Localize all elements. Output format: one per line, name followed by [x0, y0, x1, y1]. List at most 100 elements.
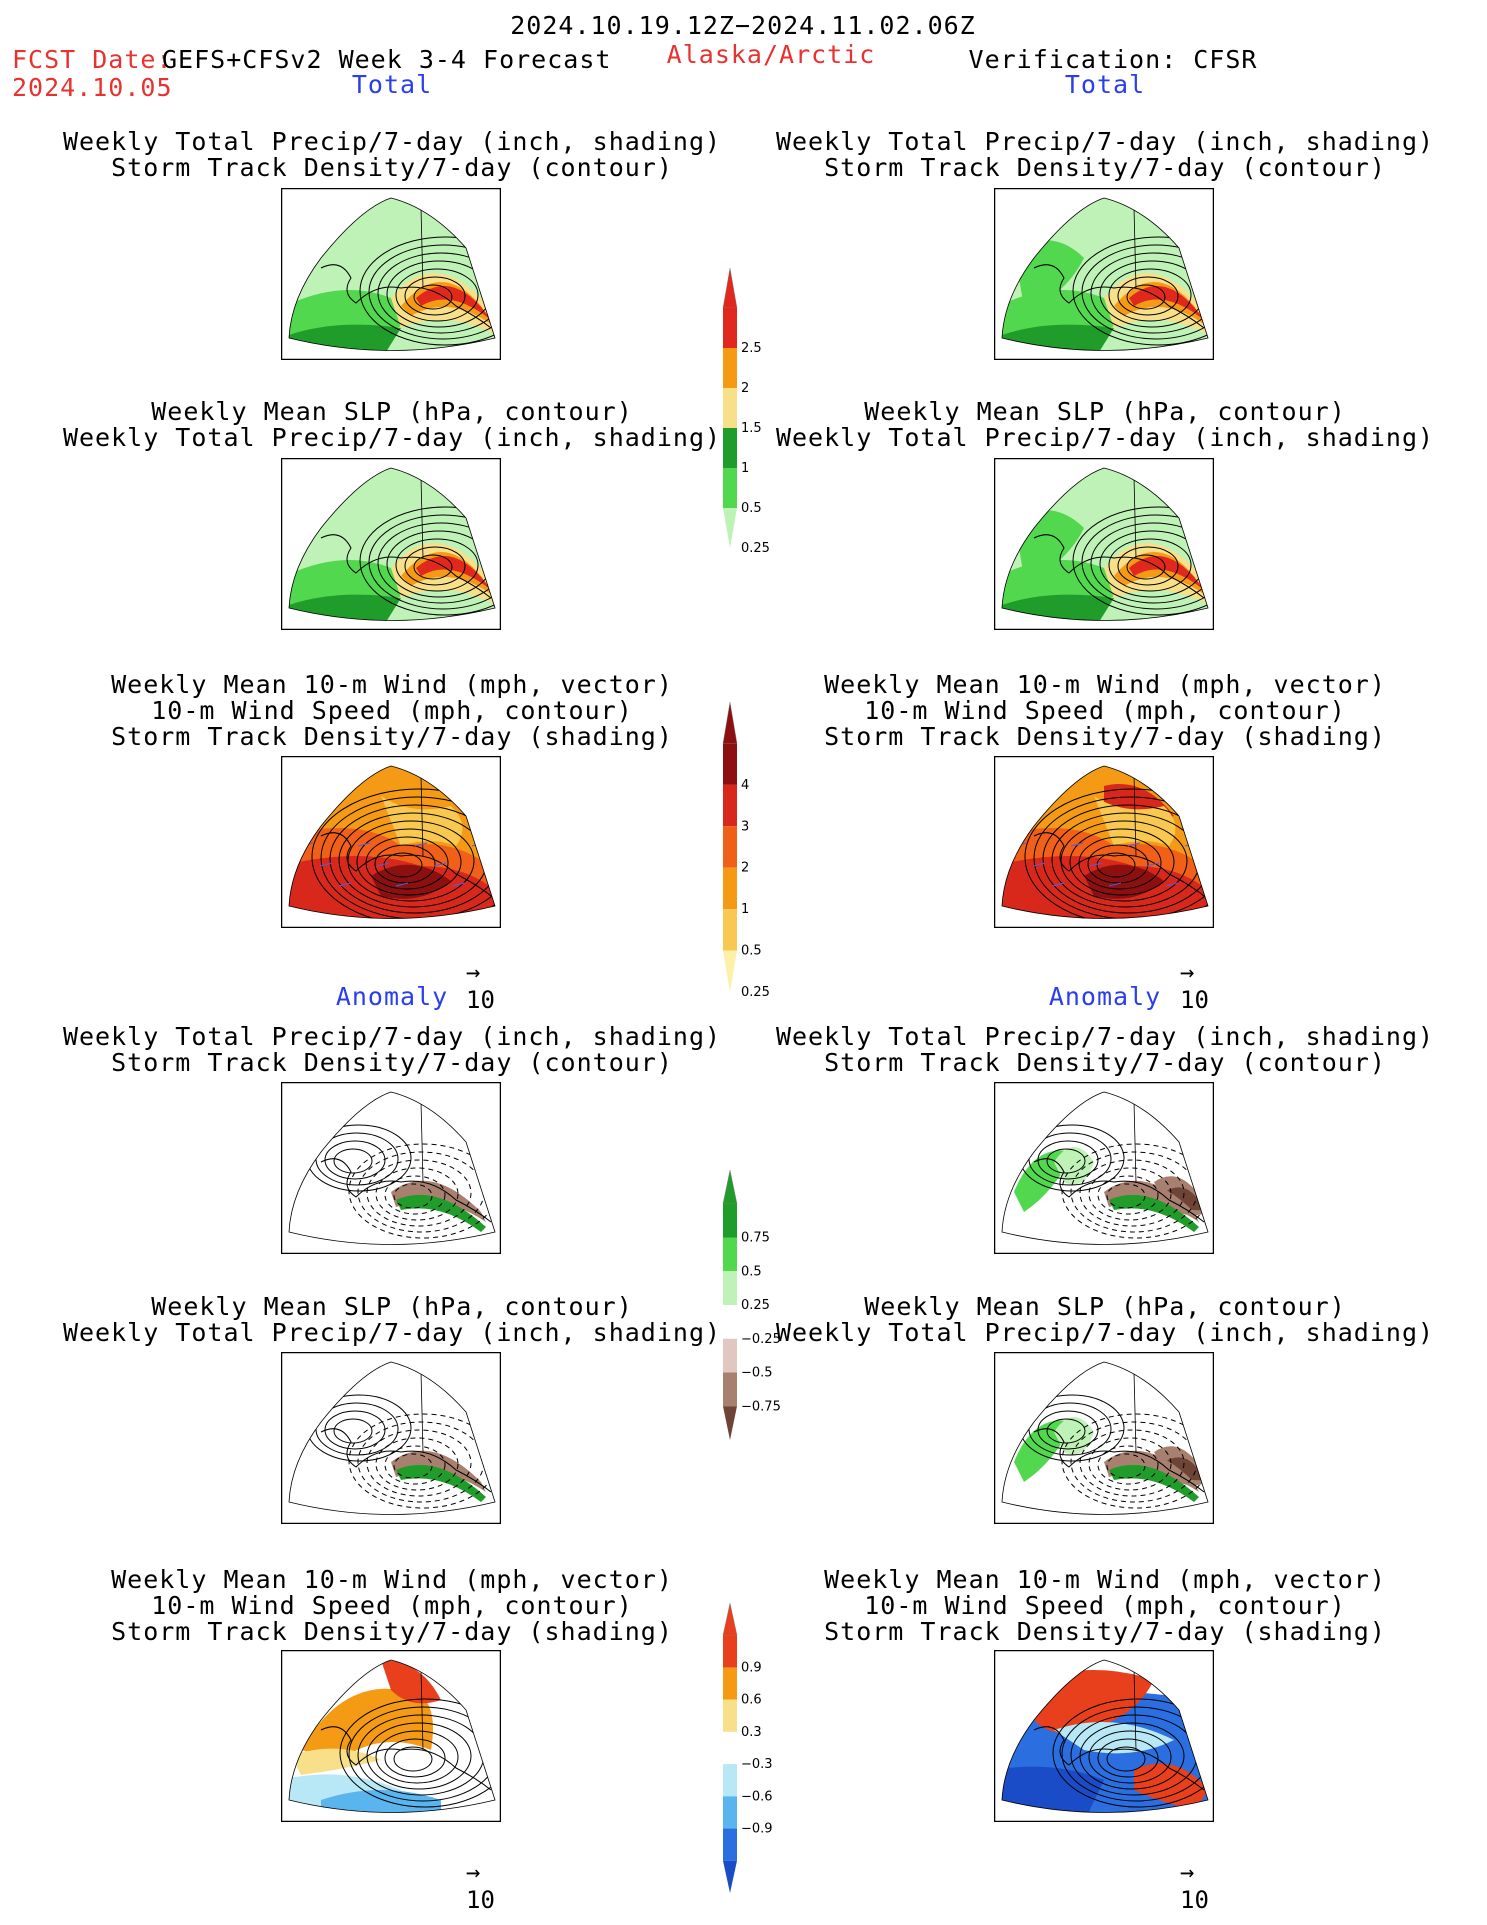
- verification-label: Verification: CFSR: [968, 45, 1258, 74]
- map-panel-r6-obs: [994, 1650, 1214, 1822]
- colorbar-tick-label: 0.5: [741, 501, 762, 516]
- colorbar-tick-label: 0.25: [741, 541, 770, 556]
- region-title: Alaska/Arctic: [666, 40, 876, 69]
- colorbar-precip_anom: 0.75 0.5 0.25 −0.25 −0.5 −0.75: [722, 1170, 781, 1440]
- panel-title-line: Storm Track Density/7-day (contour): [111, 1048, 673, 1077]
- panel-title-line: Weekly Total Precip/7-day (inch, shading…: [775, 1022, 1435, 1051]
- vector-reference-label: 10: [1180, 1886, 1209, 1914]
- panel-title-line: Weekly Mean 10-m Wind (mph, vector): [824, 670, 1386, 699]
- colorbar-tick-label: 1.5: [741, 421, 762, 436]
- arrow-icon: →: [1180, 1858, 1195, 1886]
- panel-title-line: 10-m Wind Speed (mph, contour): [151, 696, 633, 725]
- vector-reference-2: → 10: [1180, 958, 1209, 1014]
- panel-title-line: Weekly Total Precip/7-day (inch, shading…: [62, 423, 722, 452]
- panel-title-line: Storm Track Density/7-day (contour): [824, 1048, 1386, 1077]
- panel-title-line: Weekly Total Precip/7-day (inch, shading…: [62, 127, 722, 156]
- fcst-model: GEFS+CFSv2 Week 3-4 Forecast: [162, 45, 612, 74]
- panel-title-line: Weekly Mean SLP (hPa, contour): [864, 1292, 1346, 1321]
- panel-title-line: Weekly Mean SLP (hPa, contour): [151, 1292, 633, 1321]
- map-panel-r6-fcst: [281, 1650, 501, 1822]
- arrow-icon: →: [466, 958, 481, 986]
- panel-title-r3-fcst: Weekly Mean 10-m Wind (mph, vector) 10-m …: [111, 672, 673, 750]
- colorbar-precip_total: 2.5 2 1.5 1 0.5 0.25: [722, 268, 770, 556]
- map-panel-r5-obs: [994, 1352, 1214, 1524]
- map-panel-r2-fcst: [281, 458, 501, 630]
- colorbar-tick-label: −0.25: [741, 1332, 781, 1347]
- colorbar-tick-label: 2: [741, 381, 749, 396]
- colorbar-tick-label: −0.3: [741, 1757, 773, 1772]
- colorbar-tick-label: 0.25: [741, 1298, 770, 1313]
- colorbar-tick-label: −0.9: [741, 1822, 773, 1837]
- colorbar-tick-label: 3: [741, 819, 749, 834]
- panel-title-r4-obs: Weekly Total Precip/7-day (inch, shading…: [776, 1024, 1434, 1076]
- panel-title-r2-obs: Weekly Mean SLP (hPa, contour) Weekly Tot…: [776, 399, 1434, 451]
- colorbar-tick-label: 0.25: [741, 985, 770, 1000]
- colorbar-tick-label: 0.9: [741, 1660, 762, 1675]
- panel-title-r6-fcst: Weekly Mean 10-m Wind (mph, vector) 10-m …: [111, 1567, 673, 1645]
- colorbar-storm_anom: 0.9 0.6 0.3 −0.3 −0.6 −0.9: [722, 1603, 773, 1893]
- panel-title-line: 10-m Wind Speed (mph, contour): [864, 696, 1346, 725]
- vector-reference-label: 10: [466, 1886, 495, 1914]
- map-panel-r1-fcst: [281, 188, 501, 360]
- section-total-left: Total: [351, 70, 433, 99]
- arrow-icon: →: [1180, 958, 1195, 986]
- panel-title-r5-fcst: Weekly Mean SLP (hPa, contour) Weekly Tot…: [63, 1294, 721, 1346]
- map-panel-r3-obs: [994, 756, 1214, 928]
- map-panel-r4-fcst: [281, 1082, 501, 1254]
- colorbar-tick-label: 4: [741, 778, 749, 793]
- colorbar-tick-label: −0.6: [741, 1789, 773, 1804]
- panel-title-line: Storm Track Density/7-day (shading): [111, 1617, 673, 1646]
- vector-reference-3: → 10: [466, 1858, 495, 1914]
- arrow-icon: →: [466, 1858, 481, 1886]
- vector-reference-label: 10: [466, 986, 495, 1014]
- vector-reference-label: 10: [1180, 986, 1209, 1014]
- panel-title-line: Weekly Mean 10-m Wind (mph, vector): [111, 670, 673, 699]
- colorbar-storm_total: 4 3 2 1 0.5 0.25: [722, 702, 770, 1000]
- colorbar-tick-label: 0.5: [741, 944, 762, 959]
- map-panel-r2-obs: [994, 458, 1214, 630]
- panel-title-r6-obs: Weekly Mean 10-m Wind (mph, vector) 10-m …: [824, 1567, 1386, 1645]
- panel-title-line: Weekly Mean SLP (hPa, contour): [864, 397, 1346, 426]
- panel-title-line: Weekly Total Precip/7-day (inch, shading…: [775, 423, 1435, 452]
- colorbar-tick-label: 0.5: [741, 1264, 762, 1279]
- panel-title-line: Weekly Mean 10-m Wind (mph, vector): [824, 1565, 1386, 1594]
- colorbar-tick-label: 1: [741, 461, 749, 476]
- panel-title-line: Storm Track Density/7-day (shading): [111, 722, 673, 751]
- vector-reference-1: → 10: [466, 958, 495, 1014]
- colorbar-tick-label: 0.3: [741, 1725, 762, 1740]
- section-total-right: Total: [1064, 70, 1146, 99]
- panel-title-line: Storm Track Density/7-day (shading): [824, 722, 1386, 751]
- fcst-date: 2024.10.05: [12, 73, 173, 102]
- colorbar-tick-label: −0.75: [741, 1399, 781, 1414]
- panel-title-line: Storm Track Density/7-day (contour): [111, 153, 673, 182]
- panel-title-line: Storm Track Density/7-day (contour): [824, 153, 1386, 182]
- panel-title-line: Weekly Total Precip/7-day (inch, shading…: [775, 1318, 1435, 1347]
- panel-title-r1-fcst: Weekly Total Precip/7-day (inch, shading…: [63, 129, 721, 181]
- map-panel-r5-fcst: [281, 1352, 501, 1524]
- colorbar-tick-label: 0.6: [741, 1693, 762, 1708]
- section-anomaly-left: Anomaly: [335, 982, 449, 1011]
- panel-title-r3-obs: Weekly Mean 10-m Wind (mph, vector) 10-m …: [824, 672, 1386, 750]
- panel-title-line: Storm Track Density/7-day (shading): [824, 1617, 1386, 1646]
- colorbar-tick-label: 1: [741, 902, 749, 917]
- map-panel-r1-obs: [994, 188, 1214, 360]
- vector-reference-4: → 10: [1180, 1858, 1209, 1914]
- period-title: 2024.10.19.12Z−2024.11.02.06Z: [510, 11, 976, 40]
- panel-title-r2-fcst: Weekly Mean SLP (hPa, contour) Weekly Tot…: [63, 399, 721, 451]
- panel-title-r1-obs: Weekly Total Precip/7-day (inch, shading…: [776, 129, 1434, 181]
- fcst-date-label: FCST Date:: [12, 45, 173, 74]
- panel-title-line: Weekly Mean 10-m Wind (mph, vector): [111, 1565, 673, 1594]
- map-panel-r4-obs: [994, 1082, 1214, 1254]
- panel-title-line: Weekly Total Precip/7-day (inch, shading…: [775, 127, 1435, 156]
- panel-title-r5-obs: Weekly Mean SLP (hPa, contour) Weekly Tot…: [776, 1294, 1434, 1346]
- colorbar-tick-label: 0.75: [741, 1231, 770, 1246]
- panel-title-line: Weekly Total Precip/7-day (inch, shading…: [62, 1022, 722, 1051]
- colorbar-tick-label: −0.5: [741, 1366, 773, 1381]
- map-panel-r3-fcst: [281, 756, 501, 928]
- panel-title-r4-fcst: Weekly Total Precip/7-day (inch, shading…: [63, 1024, 721, 1076]
- panel-title-line: 10-m Wind Speed (mph, contour): [151, 1591, 633, 1620]
- section-anomaly-right: Anomaly: [1048, 982, 1162, 1011]
- colorbar-tick-label: 2.5: [741, 341, 762, 356]
- panel-title-line: Weekly Mean SLP (hPa, contour): [151, 397, 633, 426]
- colorbar-tick-label: 2: [741, 861, 749, 876]
